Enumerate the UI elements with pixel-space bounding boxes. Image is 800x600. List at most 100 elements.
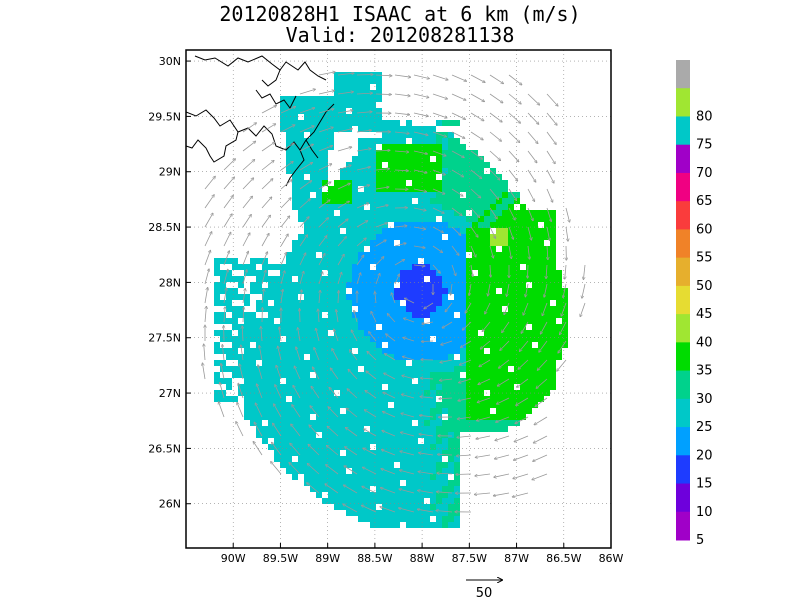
field-cell	[250, 336, 256, 342]
wind-vector	[338, 291, 339, 304]
field-cell	[490, 354, 496, 360]
field-cell	[226, 336, 232, 342]
wind-vector	[477, 397, 491, 403]
field-cell	[412, 264, 418, 270]
field-cell	[490, 168, 496, 174]
wind-vector	[394, 243, 406, 247]
field-cell	[430, 372, 436, 378]
field-cell	[442, 168, 448, 174]
field-cell	[310, 168, 316, 174]
field-cell	[232, 276, 238, 282]
field-cell	[460, 396, 466, 402]
field-cell	[346, 360, 352, 366]
field-cell	[370, 180, 376, 186]
field-cell	[448, 156, 454, 162]
field-cell	[388, 342, 394, 348]
wind-vector	[445, 302, 453, 312]
field-cell	[502, 414, 508, 420]
field-cell	[538, 252, 544, 258]
field-cell	[544, 210, 550, 216]
field-cell	[490, 198, 496, 204]
field-cell	[484, 294, 490, 300]
field-cell	[442, 336, 448, 342]
field-cell	[322, 276, 328, 282]
field-cell	[226, 294, 232, 300]
wind-vector	[417, 509, 434, 513]
field-cell	[418, 504, 424, 510]
field-cell	[490, 300, 496, 306]
field-cell	[520, 414, 526, 420]
wind-vector	[223, 159, 236, 171]
field-cell	[376, 414, 382, 420]
wind-vector	[508, 93, 521, 104]
field-cell	[412, 162, 418, 168]
field-cell	[454, 372, 460, 378]
field-cell	[418, 360, 424, 366]
field-cell	[346, 336, 352, 342]
field-cell	[382, 144, 388, 150]
field-cell	[526, 360, 532, 366]
field-cell	[400, 234, 406, 240]
field-cell	[478, 258, 484, 264]
field-cell	[292, 288, 298, 294]
field-cell	[562, 288, 568, 294]
field-cell	[298, 432, 304, 438]
field-cell	[328, 378, 334, 384]
field-cell	[346, 450, 352, 456]
wind-vector	[329, 387, 339, 399]
wind-vector	[367, 351, 377, 361]
wind-vector	[442, 321, 453, 328]
field-cell	[310, 282, 316, 288]
field-cell	[496, 222, 502, 228]
field-cell	[454, 324, 460, 330]
field-cell	[448, 366, 454, 372]
field-cell	[496, 234, 502, 240]
field-cell	[304, 432, 310, 438]
wind-vector	[261, 124, 276, 133]
field-cell	[316, 144, 322, 150]
colorbar-label: 60	[696, 222, 713, 237]
field-cell	[526, 342, 532, 348]
field-cell	[346, 486, 352, 492]
field-cell	[388, 462, 394, 468]
field-cell	[346, 426, 352, 432]
field-cell	[454, 174, 460, 180]
field-cell	[460, 162, 466, 168]
wind-vector	[271, 462, 282, 475]
field-cell	[310, 132, 316, 138]
field-cell	[412, 408, 418, 414]
field-cell	[532, 348, 538, 354]
field-cell	[340, 216, 346, 222]
field-cell	[406, 414, 412, 420]
field-cell	[442, 264, 448, 270]
field-cell	[310, 336, 316, 342]
field-cell	[442, 522, 448, 528]
field-cell	[406, 120, 412, 126]
field-cell	[262, 396, 268, 402]
field-cell	[370, 210, 376, 216]
field-cell	[328, 138, 334, 144]
lon-tick-label: 89.5W	[263, 552, 298, 565]
field-cell	[358, 84, 364, 90]
field-cell	[526, 294, 532, 300]
field-cell	[334, 204, 340, 210]
field-cell	[502, 348, 508, 354]
field-cell	[334, 222, 340, 228]
field-cell	[430, 342, 436, 348]
field-cell	[382, 282, 388, 288]
field-cell	[454, 240, 460, 246]
field-cell	[352, 258, 358, 264]
field-cell	[538, 342, 544, 348]
field-cell	[406, 294, 412, 300]
field-cell	[484, 204, 490, 210]
field-cell	[418, 210, 424, 216]
field-cell	[322, 294, 328, 300]
field-cell	[268, 414, 274, 420]
field-cell	[286, 378, 292, 384]
field-cell	[280, 318, 286, 324]
field-cell	[412, 498, 418, 504]
field-cell	[544, 306, 550, 312]
field-cell	[412, 282, 418, 288]
field-cell	[412, 480, 418, 486]
field-cell	[496, 192, 502, 198]
